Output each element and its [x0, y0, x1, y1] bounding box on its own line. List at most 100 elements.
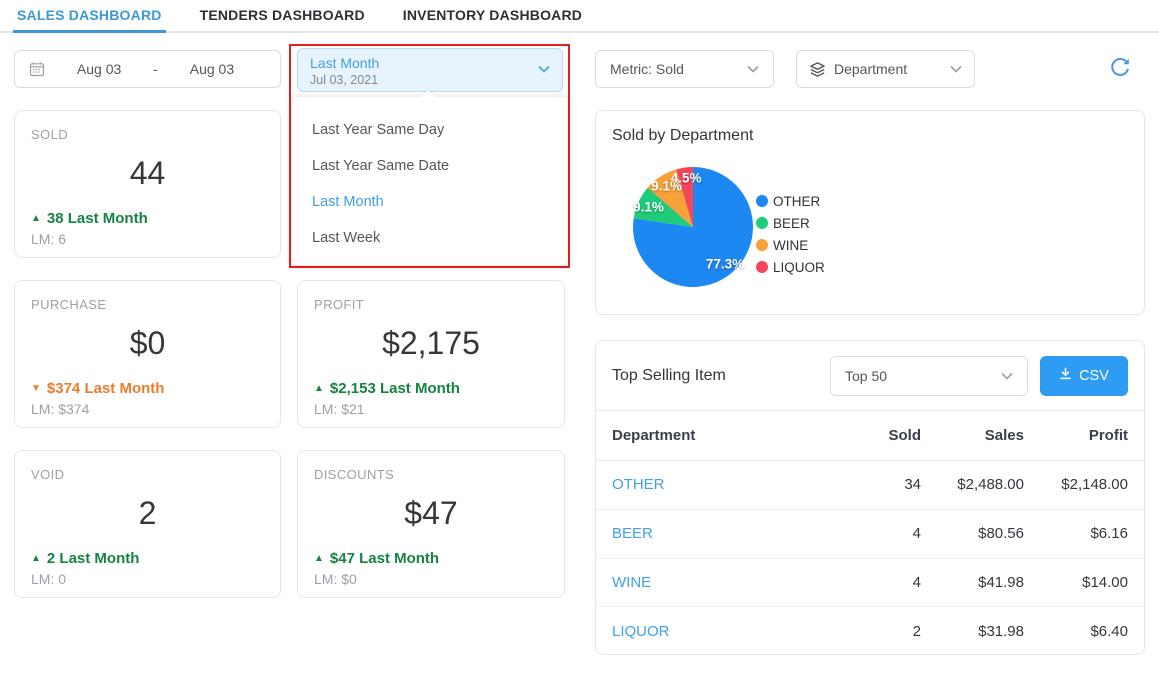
- kpi-last-month: LM: 0: [31, 571, 66, 587]
- cell-profit: $6.40: [1024, 623, 1128, 640]
- limit-select-label: Top 50: [845, 368, 1001, 384]
- refresh-icon: [1108, 56, 1132, 83]
- kpi-card-sold: SOLD 44 ▲38 Last Month LM: 6: [14, 110, 281, 258]
- cell-profit: $6.16: [1024, 525, 1128, 542]
- layers-icon: [809, 61, 826, 78]
- kpi-last-month: LM: 6: [31, 231, 66, 247]
- kpi-last-month: LM: $21: [314, 401, 365, 417]
- table-row-liquor: LIQUOR2$31.98$6.40: [596, 607, 1144, 656]
- chart-title: Sold by Department: [612, 127, 753, 145]
- chevron-down-icon: [538, 65, 550, 73]
- grouping-select-label: Department: [834, 61, 942, 77]
- department-link[interactable]: OTHER: [612, 476, 821, 493]
- kpi-value: $0: [15, 327, 280, 359]
- cell-profit: $2,148.00: [1024, 476, 1128, 493]
- kpi-value: $2,175: [298, 327, 564, 359]
- kpi-value: 2: [15, 497, 280, 529]
- trend-arrow-icon: ▲: [31, 213, 41, 224]
- kpi-value: 44: [15, 157, 280, 189]
- legend-label: LIQUOR: [773, 260, 825, 275]
- dropdown-option-last-year-same-date[interactable]: Last Year Same Date: [292, 148, 568, 184]
- trend-arrow-icon: ▲: [31, 553, 41, 564]
- legend-label: BEER: [773, 216, 810, 231]
- kpi-card-purchase: PURCHASE $0 ▼$374 Last Month LM: $374: [14, 280, 281, 428]
- kpi-title: DISCOUNTS: [314, 467, 548, 482]
- date-range-start: Aug 03: [45, 61, 153, 77]
- trend-arrow-icon: ▼: [31, 383, 41, 394]
- cell-sales: $41.98: [921, 574, 1024, 591]
- table-row-wine: WINE4$41.98$14.00: [596, 559, 1144, 608]
- kpi-delta: ▲2 Last Month: [31, 550, 139, 567]
- dropdown-option-last-week[interactable]: Last Week: [292, 220, 568, 256]
- comparison-select[interactable]: Last Month Jul 03, 2021: [297, 48, 563, 92]
- dropdown-notch: [421, 90, 435, 104]
- tab-inventory-dashboard[interactable]: INVENTORY DASHBOARD: [403, 0, 582, 31]
- csv-button-label: CSV: [1079, 368, 1109, 384]
- dropdown-option-last-year-same-day[interactable]: Last Year Same Day: [292, 112, 568, 148]
- table-row-beer: BEER4$80.56$6.16: [596, 510, 1144, 559]
- sold-by-department-card: Sold by Department 77.3%9.1%9.1%4.5% OTH…: [595, 110, 1145, 315]
- pie-chart: 77.3%9.1%9.1%4.5%: [633, 167, 753, 287]
- tab-tenders-dashboard[interactable]: TENDERS DASHBOARD: [200, 0, 365, 31]
- trend-arrow-icon: ▲: [314, 553, 324, 564]
- kpi-delta: ▼$374 Last Month: [31, 380, 164, 397]
- cell-profit: $14.00: [1024, 574, 1128, 591]
- legend-item-liquor[interactable]: LIQUOR: [756, 256, 825, 278]
- column-header-sold: Sold: [821, 427, 921, 444]
- kpi-delta: ▲$2,153 Last Month: [314, 380, 460, 397]
- legend-item-other[interactable]: OTHER: [756, 190, 825, 212]
- limit-select[interactable]: Top 50: [830, 356, 1028, 396]
- department-link[interactable]: WINE: [612, 574, 821, 591]
- legend-label: OTHER: [773, 194, 820, 209]
- kpi-title: VOID: [31, 467, 264, 482]
- metric-select-label: Metric: Sold: [610, 61, 747, 77]
- cell-sales: $31.98: [921, 623, 1024, 640]
- tab-sales-dashboard[interactable]: SALES DASHBOARD: [17, 0, 162, 31]
- kpi-delta: ▲$47 Last Month: [314, 550, 439, 567]
- kpi-card-void: VOID 2 ▲2 Last Month LM: 0: [14, 450, 281, 598]
- cell-sales: $80.56: [921, 525, 1024, 542]
- dropdown-option-last-month[interactable]: Last Month: [292, 184, 568, 220]
- kpi-title: SOLD: [31, 127, 264, 142]
- chart-legend: OTHER BEER WINE LIQUOR: [756, 190, 825, 278]
- kpi-title: PROFIT: [314, 297, 548, 312]
- tab-bar: SALES DASHBOARD TENDERS DASHBOARD INVENTOR…: [0, 0, 1159, 33]
- cell-sold: 4: [821, 525, 921, 542]
- kpi-card-discounts: DISCOUNTS $47 ▲$47 Last Month LM: $0: [297, 450, 565, 598]
- metric-select[interactable]: Metric: Sold: [595, 50, 774, 88]
- sales-dashboard-page: SALES DASHBOARD TENDERS DASHBOARD INVENTOR…: [0, 0, 1159, 673]
- column-header-sales: Sales: [921, 427, 1024, 444]
- grouping-select[interactable]: Department: [796, 50, 975, 88]
- cell-sold: 2: [821, 623, 921, 640]
- table-header-bar: Top Selling Item Top 50 CSV: [596, 341, 1144, 411]
- kpi-last-month: LM: $0: [314, 571, 357, 587]
- department-link[interactable]: BEER: [612, 525, 821, 542]
- table-column-headers: DepartmentSoldSalesProfit: [596, 411, 1144, 461]
- comparison-dropdown-menu: Last Year Same DayLast Year Same DateLas…: [292, 97, 568, 265]
- legend-dot: [756, 195, 768, 207]
- legend-dot: [756, 261, 768, 273]
- cell-sold: 34: [821, 476, 921, 493]
- date-range-picker[interactable]: Aug 03 - Aug 03: [14, 50, 281, 88]
- calendar-icon: [29, 61, 45, 77]
- column-header-profit: Profit: [1024, 427, 1128, 444]
- kpi-value: $47: [298, 497, 564, 529]
- csv-export-button[interactable]: CSV: [1040, 356, 1128, 396]
- table-row-other: OTHER34$2,488.00$2,148.00: [596, 461, 1144, 510]
- refresh-button[interactable]: [1106, 55, 1134, 83]
- legend-dot: [756, 239, 768, 251]
- top-selling-item-card: Top Selling Item Top 50 CSV DepartmentSo…: [595, 340, 1145, 655]
- legend-item-beer[interactable]: BEER: [756, 212, 825, 234]
- legend-item-wine[interactable]: WINE: [756, 234, 825, 256]
- comparison-selected-label: Last Month: [310, 55, 550, 71]
- table-title: Top Selling Item: [612, 367, 830, 385]
- date-range-end: Aug 03: [158, 61, 266, 77]
- chevron-down-icon: [1001, 372, 1013, 380]
- kpi-last-month: LM: $374: [31, 401, 89, 417]
- kpi-delta: ▲38 Last Month: [31, 210, 148, 227]
- comparison-selected-date: Jul 03, 2021: [310, 73, 550, 88]
- department-link[interactable]: LIQUOR: [612, 623, 821, 640]
- kpi-title: PURCHASE: [31, 297, 264, 312]
- legend-dot: [756, 217, 768, 229]
- cell-sold: 4: [821, 574, 921, 591]
